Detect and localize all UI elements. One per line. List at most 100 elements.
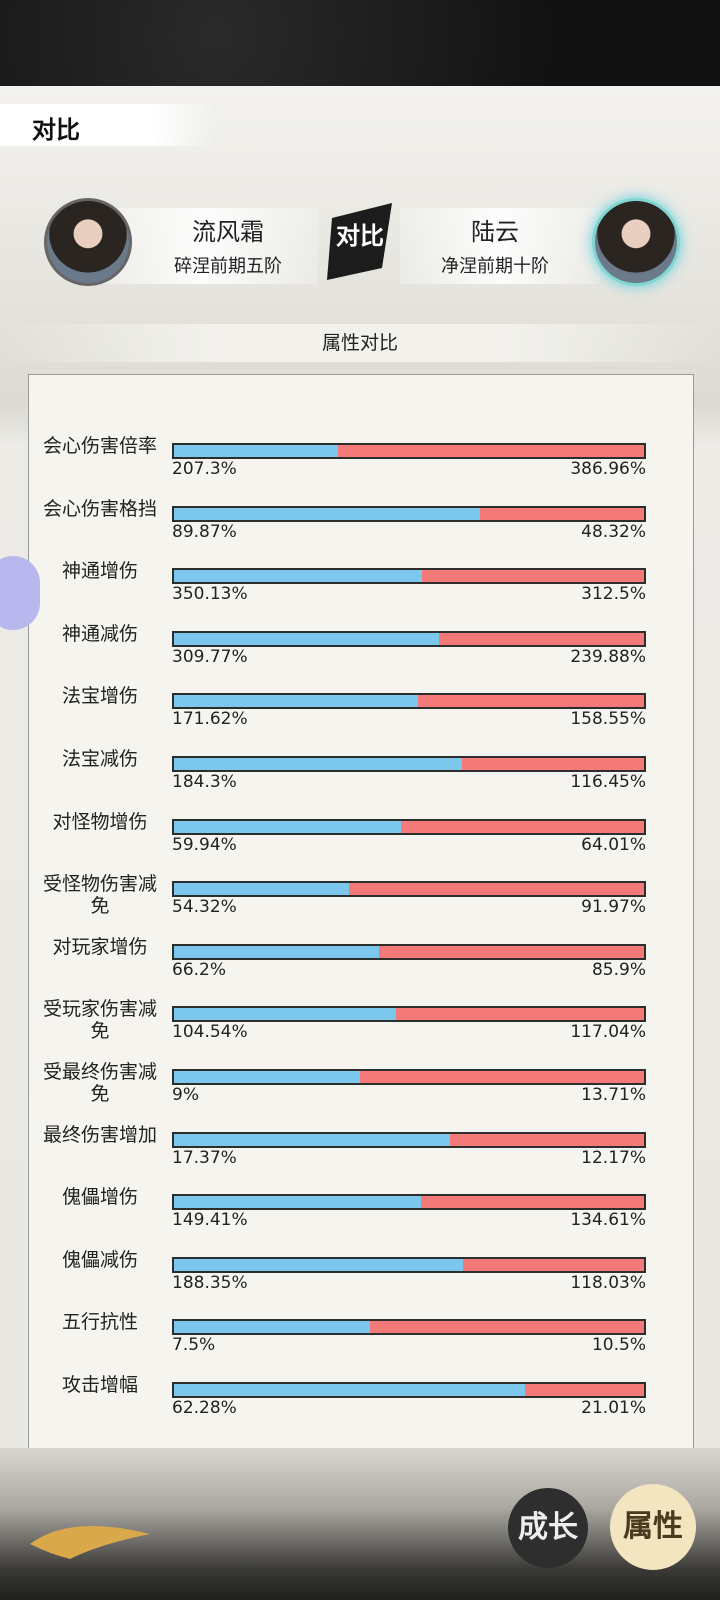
left-value: 350.13% <box>172 584 248 605</box>
right-segment <box>422 570 644 583</box>
right-value: 116.45% <box>570 772 646 792</box>
left-segment <box>174 1071 361 1083</box>
right-value: 118.03% <box>570 1272 646 1293</box>
stats-panel: 会心伤害倍率 207.3% 386.96% 会心伤害格挡 89.87% 48.32% 神通增… <box>28 374 694 1450</box>
left-value: 104.54% <box>172 1022 248 1043</box>
left-value: 59.94% <box>172 834 237 855</box>
right-segment <box>378 945 644 958</box>
left-value: 309.77% <box>172 646 248 667</box>
stat-label: 傀儡减伤 <box>61 1248 138 1271</box>
stat-label: 法宝减伤 <box>61 748 138 770</box>
growth-button[interactable]: 成长 <box>508 1488 588 1568</box>
right-card: 陆云 净涅前期十阶 <box>400 208 600 284</box>
right-segment <box>337 445 644 457</box>
vs-badge: 对比 <box>327 203 392 280</box>
left-value: 184.3% <box>172 772 237 792</box>
header: 对比 <box>0 104 215 146</box>
compare-bar <box>172 943 646 960</box>
stat-label: 受玩家伤害减免 <box>42 998 157 1043</box>
stat-label: 傀儡增伤 <box>61 1186 138 1209</box>
right-rank: 净涅前期十阶 <box>441 256 549 277</box>
right-segment <box>462 758 644 770</box>
left-segment <box>174 1384 526 1396</box>
right-value: 13.71% <box>581 1085 646 1105</box>
bottom-bar: 成长 属性 <box>0 1448 720 1600</box>
right-value: 21.01% <box>581 1398 646 1418</box>
compare-bar <box>172 1006 646 1023</box>
right-segment <box>369 1321 644 1334</box>
right-name: 陆云 <box>471 218 519 246</box>
compare-bar <box>172 1069 646 1085</box>
stat-label: 法宝增伤 <box>61 685 138 708</box>
attribute-button[interactable]: 属性 <box>610 1484 696 1570</box>
left-value: 62.28% <box>172 1398 237 1418</box>
compare-bar <box>172 1382 646 1398</box>
right-segment <box>450 1133 644 1146</box>
left-segment <box>174 1133 451 1146</box>
vs-text: 对比 <box>336 222 384 250</box>
left-rank: 碎涅前期五阶 <box>174 256 282 277</box>
stat-label: 最终伤害增加 <box>42 1123 157 1146</box>
compare-bar <box>172 881 646 898</box>
compare-bar <box>172 1256 646 1273</box>
compare-bar <box>172 443 646 459</box>
left-segment <box>174 758 463 770</box>
right-value: 134.61% <box>570 1210 646 1231</box>
stat-label: 神通增伤 <box>61 560 138 583</box>
top-band <box>0 0 720 86</box>
left-segment <box>174 507 480 520</box>
compare-bar <box>172 756 646 772</box>
left-value: 7.5% <box>172 1335 216 1356</box>
gamepad-float-button[interactable] <box>0 556 40 630</box>
right-segment <box>462 1258 644 1271</box>
right-segment <box>438 632 644 645</box>
right-value: 158.55% <box>570 709 646 730</box>
compare-bar <box>172 630 646 647</box>
section-header: 属性对比 <box>0 324 720 362</box>
left-segment <box>174 1321 370 1334</box>
section-title: 属性对比 <box>321 332 398 354</box>
left-segment <box>174 1258 463 1271</box>
stat-label: 会心伤害格挡 <box>42 497 157 520</box>
right-segment <box>525 1384 644 1396</box>
left-value: 89.87% <box>172 521 237 542</box>
right-segment <box>401 820 644 833</box>
right-segment <box>418 695 644 708</box>
left-name: 流风霜 <box>192 218 264 246</box>
compare-bar <box>172 1319 646 1336</box>
left-segment <box>174 820 402 833</box>
compare-bar <box>172 568 646 585</box>
left-value: 66.2% <box>172 959 227 980</box>
right-value: 312.5% <box>581 584 646 605</box>
left-value: 17.37% <box>172 1147 237 1168</box>
logo-brush <box>30 1526 150 1559</box>
right-avatar <box>592 198 680 286</box>
right-segment <box>395 1008 644 1021</box>
right-value: 91.97% <box>581 897 646 918</box>
stat-label: 受最终伤害减免 <box>42 1061 157 1105</box>
compare-bar <box>172 818 646 835</box>
stat-label: 攻击增幅 <box>61 1374 138 1396</box>
right-value: 239.88% <box>570 646 646 667</box>
compare-bar <box>172 1194 646 1211</box>
left-value: 188.35% <box>172 1272 248 1293</box>
left-segment <box>174 632 439 645</box>
left-segment <box>174 1008 396 1021</box>
right-value: 386.96% <box>570 459 646 479</box>
left-avatar <box>44 198 132 286</box>
stat-label: 神通减伤 <box>61 622 138 645</box>
left-value: 171.62% <box>172 709 248 730</box>
stat-label: 会心伤害倍率 <box>42 435 157 457</box>
right-segment <box>421 1196 644 1209</box>
left-value: 54.32% <box>172 897 237 918</box>
stat-label: 受怪物伤害减免 <box>42 873 157 918</box>
left-value: 9% <box>172 1085 199 1105</box>
stat-label: 对怪物增伤 <box>52 810 148 833</box>
left-value: 207.3% <box>172 459 237 479</box>
right-value: 12.17% <box>581 1147 646 1168</box>
left-segment <box>174 695 419 708</box>
compare-bar <box>172 1131 646 1148</box>
right-segment <box>479 507 644 520</box>
right-segment <box>360 1071 644 1083</box>
right-value: 85.9% <box>591 959 646 980</box>
